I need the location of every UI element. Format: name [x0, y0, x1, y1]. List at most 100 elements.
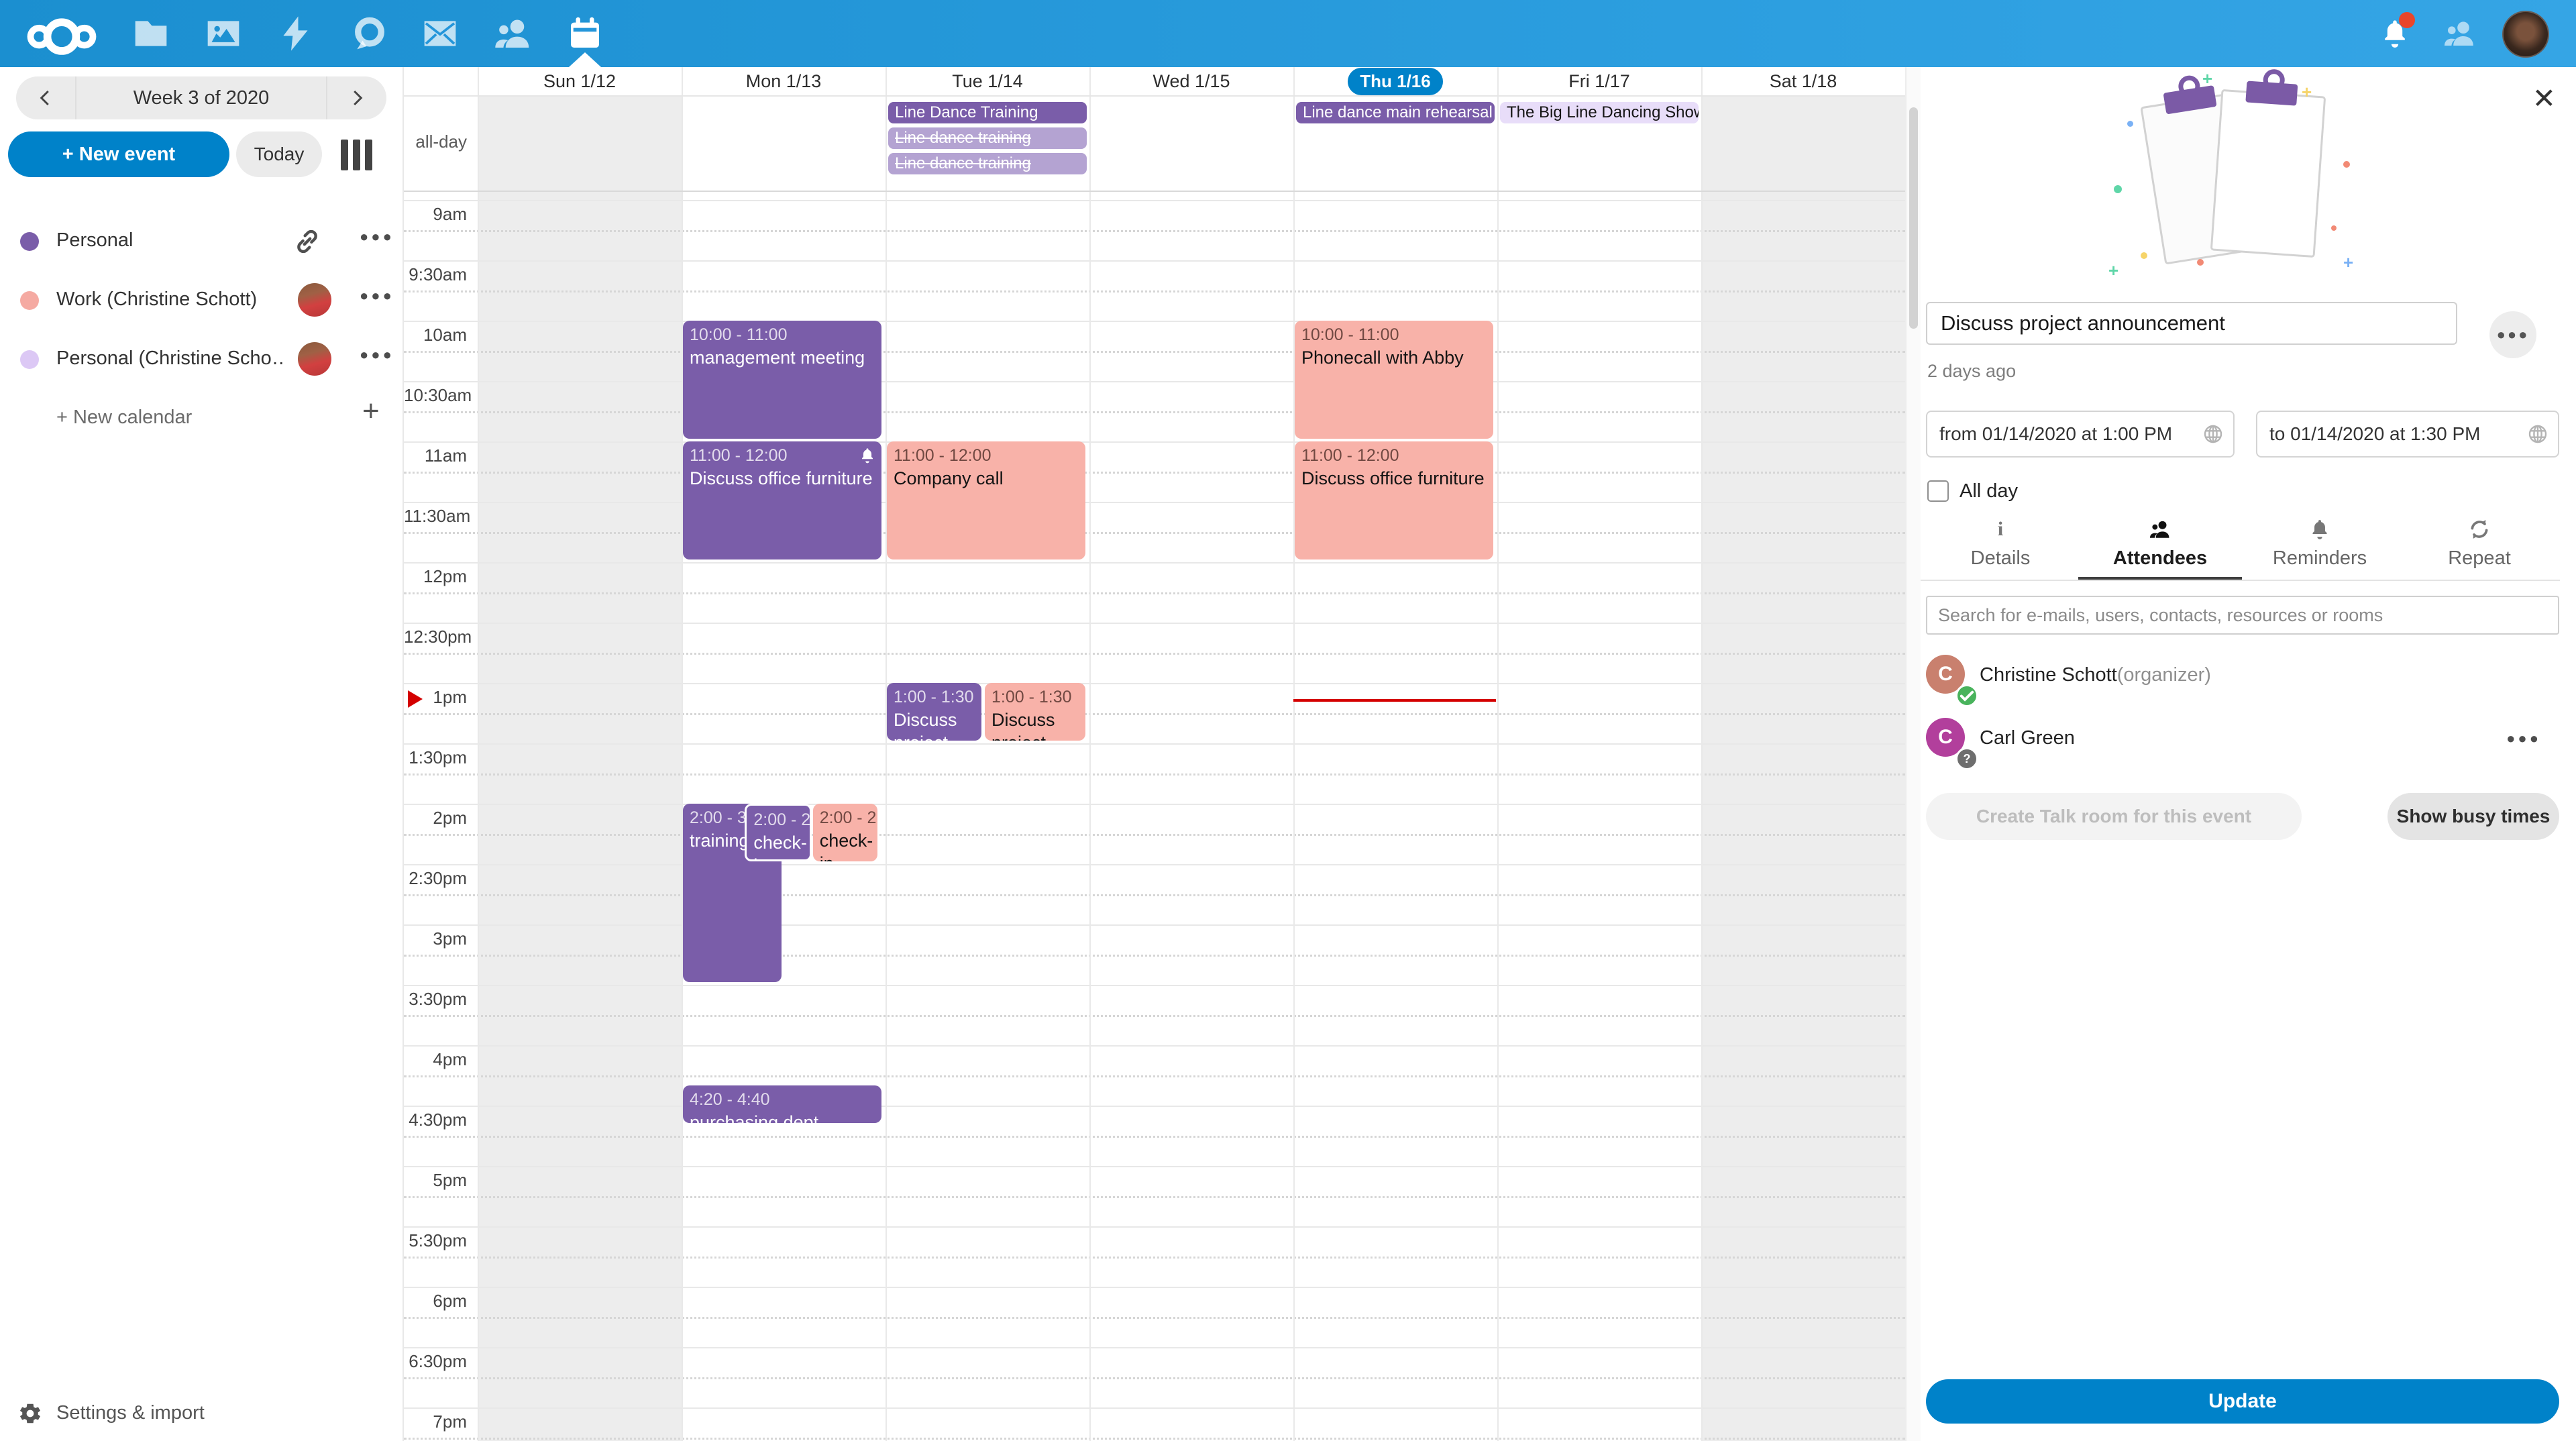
- calendar-item[interactable]: Personal ●●●: [0, 212, 402, 271]
- allday-event[interactable]: Line dance training: [888, 153, 1087, 174]
- day-header[interactable]: Mon 1/13: [745, 70, 822, 91]
- attendee-row[interactable]: C Christine Schott(organizer): [1921, 649, 2560, 708]
- allday-label: all-day: [415, 131, 467, 152]
- day-column-divider: [1497, 67, 1499, 1441]
- half-hour-gridline: [404, 1015, 1905, 1017]
- event-title: Discuss project: [991, 710, 1055, 741]
- attendee-search-input[interactable]: [1926, 596, 2559, 635]
- clipboard-front: [2210, 68, 2326, 258]
- day-header[interactable]: Thu 1/16: [1293, 67, 1497, 95]
- tab-details[interactable]: i Details: [1970, 518, 2031, 569]
- calendar-menu-button[interactable]: ●●●: [360, 228, 394, 245]
- reminder-bell-icon: [859, 447, 876, 464]
- half-hour-gridline: [404, 955, 1905, 957]
- event-title: check-in: [819, 831, 873, 861]
- start-datetime-field[interactable]: from 01/14/2020 at 1:00 PM: [1926, 411, 2235, 458]
- time-label: 3:30pm: [409, 989, 467, 1009]
- day-header[interactable]: Wed 1/15: [1152, 70, 1230, 91]
- app-activity-icon[interactable]: [277, 15, 315, 52]
- globe-icon[interactable]: [2527, 423, 2548, 445]
- event-time: 11:00 - 12:00: [690, 446, 788, 465]
- notifications-bell-icon[interactable]: [2379, 17, 2411, 50]
- today-pill: Thu 1/16: [1348, 67, 1443, 95]
- calendar-menu-button[interactable]: ●●●: [360, 346, 394, 363]
- active-app-pointer: [569, 52, 601, 67]
- user-avatar[interactable]: [2502, 11, 2549, 58]
- calendar-event[interactable]: 1:00 - 1:30 Discuss project: [985, 683, 1085, 741]
- all-day-label: All day: [1960, 480, 2019, 502]
- calendar-event[interactable]: 11:00 - 12:00 Company call: [887, 441, 1085, 559]
- tab-reminders[interactable]: Reminders: [2240, 515, 2400, 581]
- calendar-event[interactable]: 10:00 - 11:00 management meeting: [683, 321, 881, 439]
- start-datetime-value: from 01/14/2020 at 1:00 PM: [1939, 423, 2173, 444]
- tab-repeat[interactable]: Repeat: [2400, 515, 2559, 581]
- all-day-checkbox[interactable]: [1927, 480, 1949, 502]
- view-switcher-button[interactable]: [341, 140, 376, 170]
- day-header[interactable]: Fri 1/17: [1568, 70, 1630, 91]
- event-title-input[interactable]: [1926, 302, 2457, 345]
- app-calendar-icon[interactable]: [566, 15, 604, 52]
- settings-label: Settings & import: [56, 1402, 205, 1424]
- scrollbar[interactable]: [1905, 67, 1921, 1441]
- app-mail-icon[interactable]: [421, 15, 459, 52]
- hour-gridline: [404, 1287, 1905, 1288]
- calendar-event[interactable]: 2:00 - 2:30 check-in: [745, 804, 812, 861]
- week-label[interactable]: Week 3 of 2020: [133, 87, 270, 109]
- new-event-button[interactable]: + New event: [8, 131, 229, 177]
- attendee-name: Carl Green: [1980, 727, 2075, 749]
- app-files-icon[interactable]: [132, 15, 170, 52]
- globe-icon[interactable]: [2202, 423, 2224, 445]
- tab-attendees[interactable]: Attendees: [2080, 515, 2240, 581]
- event-time: 10:00 - 11:00: [1301, 325, 1399, 344]
- allday-event[interactable]: Line Dance Training: [888, 102, 1087, 123]
- calendar-event[interactable]: 1:00 - 1:30 Discuss project announcement: [887, 683, 982, 741]
- event-title: Discuss office furniture: [690, 468, 873, 488]
- day-header[interactable]: Sun 1/12: [543, 70, 616, 91]
- calendar-event[interactable]: 2:00 - 2:30 check-in: [812, 804, 878, 861]
- update-button[interactable]: Update: [1926, 1379, 2559, 1424]
- scrollbar-thumb[interactable]: [1909, 107, 1918, 329]
- calendar-name: Personal: [56, 229, 133, 251]
- calendar-week-view: 9am 9:30am 10am 10:30am 11am 11:30am 12pm 12:30…: [402, 67, 1921, 1441]
- calendar-event[interactable]: 11:00 - 12:00 Discuss office furniture: [683, 441, 881, 559]
- allday-event[interactable]: The Big Line Dancing Show: [1500, 102, 1699, 123]
- nextcloud-logo[interactable]: [27, 16, 97, 55]
- calendar-item[interactable]: Personal (Christine Scho… ●●●: [0, 330, 402, 389]
- app-talk-icon[interactable]: [351, 15, 388, 52]
- allday-event[interactable]: Line dance main rehearsal: [1296, 102, 1495, 123]
- app-contacts-icon[interactable]: [494, 15, 531, 52]
- time-label: 4pm: [433, 1049, 467, 1069]
- hour-gridline: [404, 441, 1905, 443]
- day-header[interactable]: Tue 1/14: [952, 70, 1023, 91]
- calendar-event[interactable]: 11:00 - 12:00 Discuss office furniture: [1295, 441, 1493, 559]
- close-icon[interactable]: ✕: [2532, 83, 2556, 114]
- today-button[interactable]: Today: [236, 131, 322, 177]
- current-time-arrow: [408, 690, 423, 708]
- more-actions-button[interactable]: ●●●: [2489, 311, 2536, 358]
- share-link-icon[interactable]: [294, 228, 321, 255]
- time-label: 9am: [433, 204, 467, 224]
- time-label: 11am: [424, 445, 467, 466]
- event-title: Discuss office furniture: [1301, 468, 1485, 488]
- calendar-event[interactable]: 10:00 - 11:00 Phonecall with Abby: [1295, 321, 1493, 439]
- chevron-left-icon: [36, 88, 56, 108]
- show-busy-times-button[interactable]: Show busy times: [2387, 793, 2559, 840]
- attendee-row[interactable]: C ? Carl Green ●●●: [1921, 712, 2560, 771]
- contacts-menu-icon[interactable]: [2443, 17, 2475, 50]
- create-talk-room-button[interactable]: Create Talk room for this event: [1926, 793, 2302, 840]
- new-calendar-button[interactable]: + New calendar +: [0, 389, 402, 448]
- allday-event[interactable]: Line dance training: [888, 127, 1087, 149]
- attendee-menu-button[interactable]: ●●●: [2506, 730, 2541, 747]
- next-week-button[interactable]: [326, 76, 386, 119]
- half-hour-gridline: [404, 894, 1905, 896]
- repeat-icon: [2468, 518, 2491, 541]
- previous-week-button[interactable]: [16, 76, 76, 119]
- day-header[interactable]: Sat 1/18: [1769, 70, 1837, 91]
- end-datetime-field[interactable]: to 01/14/2020 at 1:30 PM: [2256, 411, 2559, 458]
- calendar-event[interactable]: 4:20 - 4:40 purchasing dept: [683, 1085, 881, 1123]
- calendar-item[interactable]: Work (Christine Schott) ●●●: [0, 271, 402, 330]
- half-hour-gridline: [404, 1136, 1905, 1138]
- settings-and-import[interactable]: Settings & import: [0, 1394, 402, 1434]
- app-photos-icon[interactable]: [205, 15, 242, 52]
- calendar-menu-button[interactable]: ●●●: [360, 287, 394, 304]
